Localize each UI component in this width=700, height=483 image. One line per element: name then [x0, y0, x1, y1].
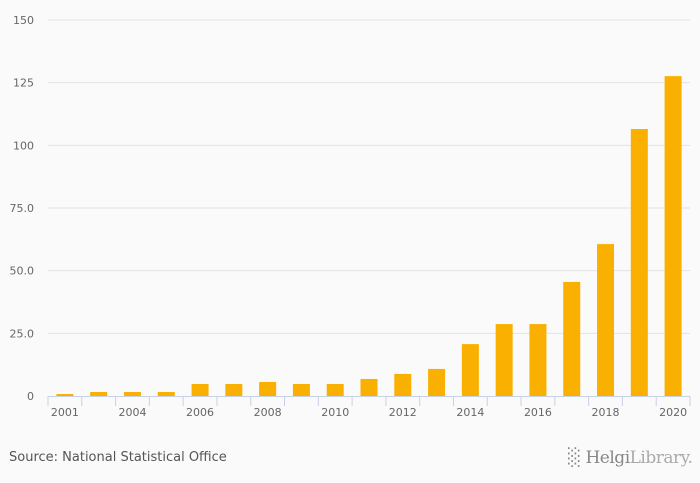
- bar-2012: [394, 373, 412, 396]
- source-note: Source: National Statistical Office: [9, 450, 227, 465]
- x-tick-label: 2006: [186, 406, 214, 419]
- bar-2020: [664, 76, 682, 397]
- bar-2009: [292, 383, 310, 396]
- y-tick-label: 75.0: [10, 202, 35, 215]
- x-tick-label: 2008: [254, 406, 282, 419]
- bar-2016: [529, 324, 547, 396]
- x-tick-label: 2001: [51, 406, 79, 419]
- bar-2019: [630, 129, 648, 397]
- y-tick-label: 0: [27, 390, 34, 403]
- y-tick-label: 50.0: [10, 265, 35, 278]
- bar-chart: 0 25.0 50.0 75.0 100 125 150 2001 2004 2006 2008 20…: [10, 14, 691, 419]
- x-tick-label: 2010: [321, 406, 349, 419]
- x-tick-label: 2020: [659, 406, 687, 419]
- bar-2007: [225, 383, 243, 396]
- bar-2008: [259, 381, 277, 396]
- y-tick-label: 150: [13, 14, 34, 27]
- bar-2010: [326, 383, 344, 396]
- x-tick-label: 2004: [118, 406, 146, 419]
- x-tick-label: 2014: [456, 406, 484, 419]
- bar-2018: [597, 244, 615, 396]
- bar-2015: [495, 324, 513, 396]
- bar-2013: [428, 368, 446, 396]
- bar-2006: [191, 383, 209, 396]
- bar-2017: [563, 281, 581, 396]
- helgi-library-logo[interactable]: ░ HelgiLibrary.: [568, 448, 693, 468]
- bar-2011: [360, 378, 378, 396]
- x-tick-label: 2016: [524, 406, 552, 419]
- bar-2001: [56, 393, 74, 396]
- x-tick-label: 2012: [389, 406, 417, 419]
- y-tick-label: 125: [13, 77, 34, 90]
- x-tick-label: 2018: [592, 406, 620, 419]
- bar-2014: [461, 344, 479, 396]
- y-tick-label: 25.0: [10, 327, 35, 340]
- bar-2003: [90, 391, 108, 396]
- bar-2005: [157, 391, 175, 396]
- y-tick-label: 100: [13, 139, 34, 152]
- bar-2004: [123, 391, 141, 396]
- logo-icon: ░: [568, 448, 581, 468]
